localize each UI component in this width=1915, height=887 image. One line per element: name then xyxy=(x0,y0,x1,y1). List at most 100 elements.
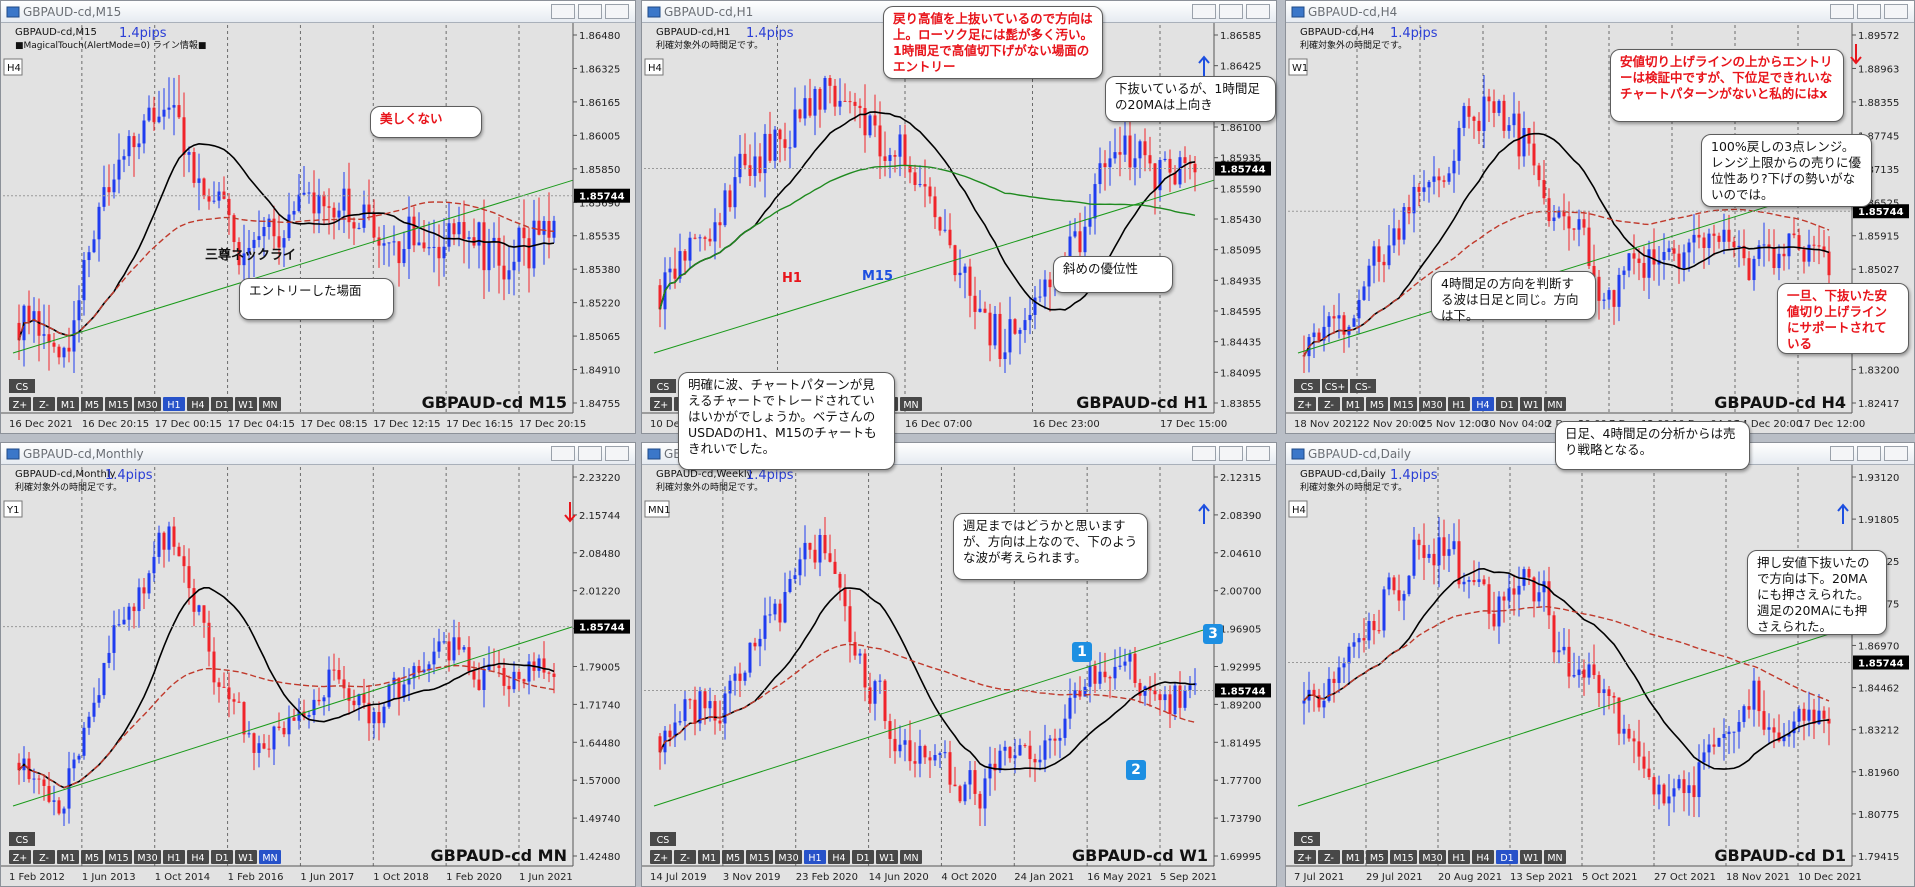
side-button-label[interactable]: H4 xyxy=(1292,505,1306,516)
timeframe-button-label[interactable]: M30 xyxy=(137,400,157,411)
timeframe-button-label[interactable]: Z- xyxy=(1324,853,1334,864)
cs-button[interactable] xyxy=(650,832,676,846)
timeframe-button[interactable] xyxy=(775,850,802,864)
timeframe-button-label[interactable]: MN xyxy=(262,400,277,411)
cs-button[interactable] xyxy=(1294,832,1320,846)
cs-button[interactable] xyxy=(9,832,35,846)
cs-button-label[interactable]: CS xyxy=(16,382,29,393)
timeframe-button[interactable] xyxy=(259,397,281,411)
timeframe-button-label[interactable]: M1 xyxy=(1346,853,1360,864)
timeframe-button-label[interactable]: MN xyxy=(903,853,918,864)
timeframe-button[interactable] xyxy=(1390,850,1417,864)
timeframe-button-label[interactable]: Z+ xyxy=(1298,400,1312,411)
cs-button[interactable] xyxy=(650,379,676,393)
minimize-button[interactable] xyxy=(1830,446,1854,479)
maximize-button[interactable] xyxy=(1857,446,1881,480)
timeframe-button[interactable] xyxy=(1472,850,1494,864)
timeframe-button[interactable] xyxy=(1294,850,1316,864)
timeframe-button[interactable] xyxy=(1318,850,1340,864)
timeframe-button-label[interactable]: M15 xyxy=(1393,400,1413,411)
timeframe-button-label[interactable]: W1 xyxy=(238,400,253,411)
timeframe-button-label[interactable]: M1 xyxy=(1346,400,1360,411)
timeframe-button-label[interactable]: Z- xyxy=(680,853,690,864)
minimize-button[interactable] xyxy=(551,446,575,479)
timeframe-button[interactable] xyxy=(1342,397,1364,411)
timeframe-button-label[interactable]: W1 xyxy=(1523,853,1538,864)
timeframe-button[interactable] xyxy=(650,850,672,864)
side-button-label[interactable]: Y1 xyxy=(6,505,19,516)
timeframe-button-label[interactable]: Z+ xyxy=(1298,853,1312,864)
timeframe-button[interactable] xyxy=(1419,397,1446,411)
timeframe-button-label[interactable]: D1 xyxy=(215,400,228,411)
timeframe-button[interactable] xyxy=(1318,397,1340,411)
timeframe-button-label[interactable]: W1 xyxy=(238,853,253,864)
timeframe-button[interactable] xyxy=(1448,850,1470,864)
timeframe-button-label[interactable]: H1 xyxy=(1452,400,1465,411)
timeframe-button[interactable] xyxy=(1496,397,1518,411)
timeframe-button-label[interactable]: D1 xyxy=(856,853,869,864)
timeframe-button[interactable] xyxy=(698,850,720,864)
timeframe-button-label[interactable]: H4 xyxy=(1476,400,1489,411)
timeframe-button[interactable] xyxy=(163,397,185,411)
timeframe-button[interactable] xyxy=(746,850,773,864)
cs-button-label[interactable]: CS xyxy=(1301,382,1314,393)
timeframe-button[interactable] xyxy=(235,397,257,411)
timeframe-button-label[interactable]: M1 xyxy=(61,400,75,411)
timeframe-button-label[interactable]: M30 xyxy=(1422,853,1442,864)
timeframe-button[interactable] xyxy=(163,850,185,864)
timeframe-button-label[interactable]: W1 xyxy=(879,853,894,864)
timeframe-button-label[interactable]: M15 xyxy=(108,853,128,864)
timeframe-button[interactable] xyxy=(57,397,79,411)
timeframe-button-label[interactable]: D1 xyxy=(215,853,228,864)
timeframe-button-label[interactable]: Z- xyxy=(1324,400,1334,411)
timeframe-button-label[interactable]: Z+ xyxy=(13,400,27,411)
timeframe-button[interactable] xyxy=(1472,397,1494,411)
timeframe-button-label[interactable]: M30 xyxy=(1422,400,1442,411)
minimize-button[interactable] xyxy=(1192,4,1216,37)
timeframe-button-label[interactable]: Z+ xyxy=(654,400,668,411)
side-button[interactable] xyxy=(644,500,670,518)
close-button[interactable] xyxy=(1246,4,1270,38)
timeframe-button[interactable] xyxy=(876,850,898,864)
timeframe-button-label[interactable]: MN xyxy=(903,400,918,411)
timeframe-button-label[interactable]: M1 xyxy=(702,853,716,864)
timeframe-button[interactable] xyxy=(134,397,161,411)
timeframe-button-label[interactable]: M15 xyxy=(749,853,769,864)
cs-button-label[interactable]: CS xyxy=(657,835,670,846)
maximize-button[interactable] xyxy=(1857,4,1881,38)
timeframe-button[interactable] xyxy=(134,850,161,864)
timeframe-button-label[interactable]: H4 xyxy=(191,400,204,411)
timeframe-button[interactable] xyxy=(1544,397,1566,411)
timeframe-button-label[interactable]: H1 xyxy=(167,400,180,411)
timeframe-button[interactable] xyxy=(650,397,672,411)
maximize-button[interactable] xyxy=(578,4,602,38)
timeframe-button[interactable] xyxy=(235,850,257,864)
timeframe-button-label[interactable]: H1 xyxy=(808,853,821,864)
timeframe-button-label[interactable]: Z+ xyxy=(13,853,27,864)
timeframe-button[interactable] xyxy=(57,850,79,864)
timeframe-button-label[interactable]: H1 xyxy=(1452,853,1465,864)
timeframe-button[interactable] xyxy=(804,850,826,864)
timeframe-button[interactable] xyxy=(1366,397,1388,411)
timeframe-button-label[interactable]: M5 xyxy=(1370,400,1384,411)
timeframe-button-label[interactable]: M15 xyxy=(1393,853,1413,864)
timeframe-button[interactable] xyxy=(1419,850,1446,864)
cs-button[interactable] xyxy=(9,379,35,393)
timeframe-button[interactable] xyxy=(81,850,103,864)
close-button[interactable] xyxy=(605,4,629,38)
minimize-button[interactable] xyxy=(551,4,575,37)
timeframe-button-label[interactable]: H4 xyxy=(832,853,845,864)
side-button-label[interactable]: MN1 xyxy=(648,505,670,516)
timeframe-button[interactable] xyxy=(187,397,209,411)
timeframe-button-label[interactable]: W1 xyxy=(1523,400,1538,411)
timeframe-button-label[interactable]: Z- xyxy=(39,400,49,411)
timeframe-button[interactable] xyxy=(9,397,31,411)
timeframe-button[interactable] xyxy=(828,850,850,864)
maximize-button[interactable] xyxy=(578,446,602,480)
timeframe-button-label[interactable]: Z+ xyxy=(654,853,668,864)
timeframe-button-label[interactable]: MN xyxy=(262,853,277,864)
timeframe-button[interactable] xyxy=(722,850,744,864)
side-button[interactable] xyxy=(1288,500,1308,518)
timeframe-button-label[interactable]: H4 xyxy=(1476,853,1489,864)
timeframe-button[interactable] xyxy=(33,850,55,864)
